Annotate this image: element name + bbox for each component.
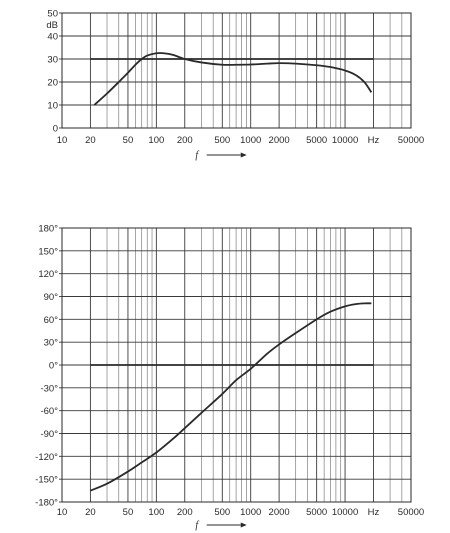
phase-chart: -180° -150° -120° -90° -60° -30° 0° 30° 60° 90° 12… <box>35 224 424 532</box>
x-tick-label: 10 <box>57 507 68 518</box>
y-tick-label: -60° <box>40 406 58 417</box>
x-tick-label: 1000 <box>240 507 261 518</box>
x-tick-label: 10 <box>57 135 68 146</box>
x-axis-arrowhead <box>240 522 247 528</box>
x-tick-label: 50000 <box>398 135 424 146</box>
y-tick-label: 60° <box>44 315 59 326</box>
x-tick-label: 2000 <box>269 507 290 518</box>
x-tick-label: 20 <box>85 507 96 518</box>
x-tick-label: Hz <box>368 135 380 146</box>
x-tick-label: 500 <box>214 507 230 518</box>
y-tick-label: 30 <box>47 55 58 66</box>
x-tick-label: 50 <box>123 135 134 146</box>
y-tick-label: -90° <box>40 429 58 440</box>
y-tick-label: -150° <box>35 475 58 486</box>
x-axis-label: f <box>195 520 199 531</box>
x-axis-arrowhead <box>240 152 247 158</box>
y-tick-label: 0 <box>53 124 58 135</box>
x-tick-label: 100 <box>148 135 164 146</box>
x-tick-label: 10000 <box>332 507 358 518</box>
x-tick-label: 10000 <box>332 135 358 146</box>
y-tick-label: 120° <box>38 269 58 280</box>
x-tick-label: 5000 <box>306 135 327 146</box>
y-tick-label: 150° <box>38 246 58 257</box>
plot-frame <box>61 227 412 503</box>
x-axis-label: f <box>195 150 199 161</box>
y-tick-label: 90° <box>44 292 59 303</box>
y-tick-label: 10 <box>47 101 58 112</box>
y-tick-label: 180° <box>38 224 58 235</box>
x-tick-label: 100 <box>148 507 164 518</box>
y-tick-label: 0° <box>49 361 58 372</box>
x-tick-label: 2000 <box>269 135 290 146</box>
x-tick-label: Hz <box>368 507 380 518</box>
series-line <box>93 52 373 106</box>
y-tick-label: -180° <box>35 498 58 509</box>
series-line <box>90 302 372 492</box>
x-tick-label: 50 <box>123 507 134 518</box>
y-tick-label: 50 <box>47 9 58 20</box>
x-tick-label: 20 <box>85 135 96 146</box>
x-tick-label: 200 <box>177 135 193 146</box>
x-tick-label: 500 <box>214 135 230 146</box>
x-tick-label: 50000 <box>398 507 424 518</box>
plot-frame <box>61 12 412 129</box>
y-tick-label: 40 <box>47 32 58 43</box>
x-tick-label: 5000 <box>306 507 327 518</box>
y-tick-label: 30° <box>44 338 59 349</box>
x-tick-label: 200 <box>177 507 193 518</box>
y-tick-label: -120° <box>35 452 58 463</box>
y-unit-label: dB <box>46 20 58 31</box>
x-tick-label: 1000 <box>240 135 261 146</box>
y-tick-label: 20 <box>47 78 58 89</box>
y-tick-label: -30° <box>40 383 58 394</box>
